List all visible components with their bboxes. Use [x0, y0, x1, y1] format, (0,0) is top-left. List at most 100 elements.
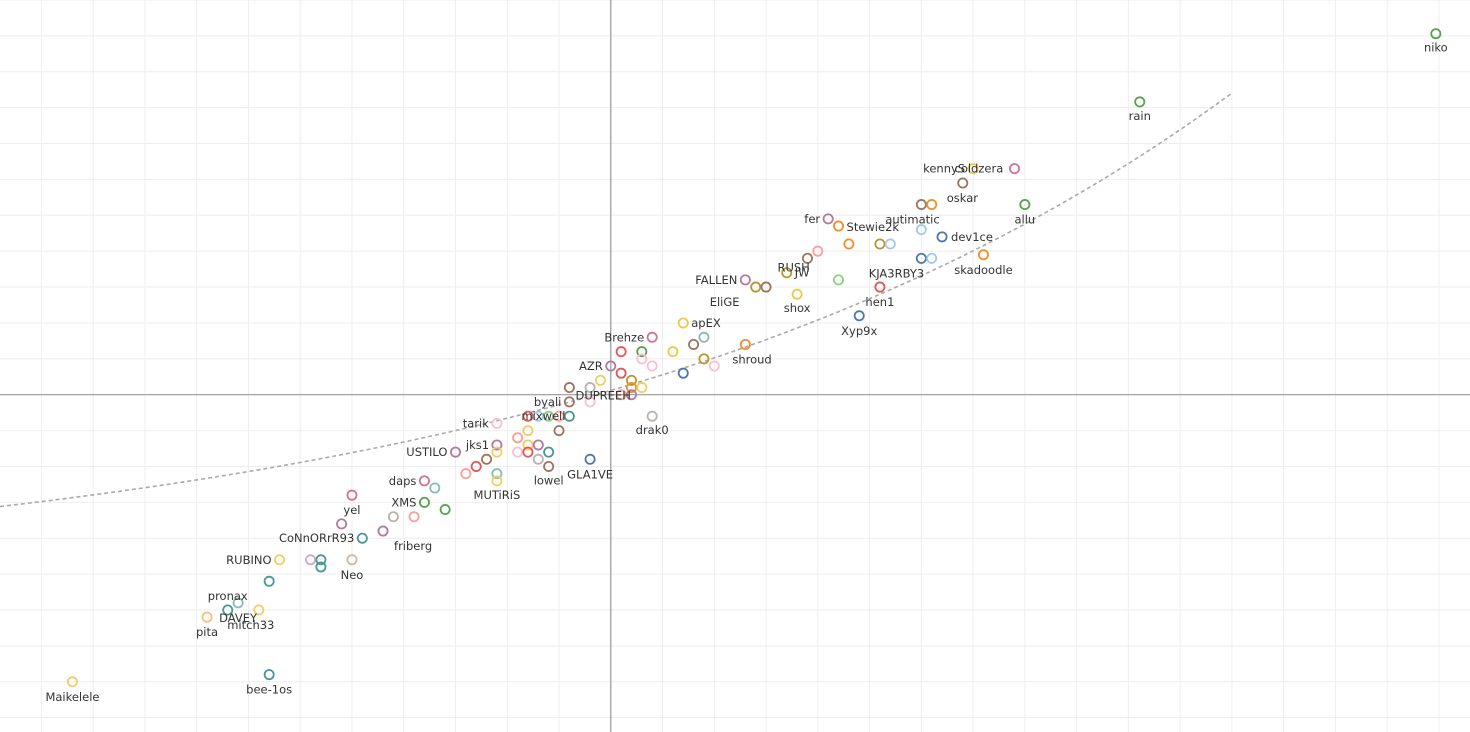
point-label: KJA3RBY3	[869, 266, 925, 280]
point-label: pronax	[208, 589, 248, 603]
scatter-point	[263, 669, 275, 681]
scatter-point	[739, 274, 751, 286]
point-label: pita	[196, 625, 218, 639]
point-label: Maikelele	[45, 690, 99, 704]
scatter-point	[874, 238, 886, 250]
scatter-point	[584, 382, 596, 394]
data-points	[66, 28, 1442, 688]
scatter-point	[543, 446, 555, 458]
scatter-point	[977, 249, 989, 261]
scatter-point	[1430, 28, 1442, 40]
scatter-point	[460, 468, 472, 480]
scatter-point	[833, 274, 845, 286]
point-label: USTILO	[406, 445, 447, 459]
scatter-point	[439, 504, 451, 516]
point-label: DUPREEH	[575, 389, 630, 403]
point-label: AZR	[579, 359, 603, 373]
scatter-point	[957, 177, 969, 189]
point-label: drak0	[636, 423, 669, 437]
scatter-point	[563, 382, 575, 394]
scatter-point	[636, 382, 648, 394]
point-label: apEX	[691, 316, 721, 330]
scatter-point	[936, 231, 948, 243]
scatter-point	[750, 281, 762, 293]
scatter-point	[315, 554, 327, 566]
scatter-point	[491, 475, 503, 487]
scatter-point	[584, 396, 596, 408]
scatter-point	[625, 382, 637, 394]
scatter-point	[481, 453, 493, 465]
point-label: yel	[343, 503, 360, 517]
scatter-point	[615, 389, 627, 401]
scatter-point	[532, 439, 544, 451]
scatter-point	[356, 532, 368, 544]
scatter-point	[263, 575, 275, 587]
scatter-point	[222, 604, 234, 616]
scatter-point	[408, 511, 420, 523]
scatter-point	[543, 460, 555, 472]
scatter-point	[625, 374, 637, 386]
scatter-point	[688, 338, 700, 350]
point-label: shroud	[732, 352, 771, 366]
point-label: hen1	[865, 295, 894, 309]
point-label: RUSH	[777, 260, 809, 274]
point-label: RUBINO	[226, 553, 271, 567]
point-label: bee-1os	[246, 683, 292, 697]
scatter-point	[315, 561, 327, 573]
scatter-point	[926, 199, 938, 211]
scatter-point	[791, 288, 803, 300]
point-label: XMS	[391, 495, 416, 509]
scatter-point	[667, 346, 679, 358]
scatter-point	[253, 604, 265, 616]
scatter-point	[677, 367, 689, 379]
scatter-point	[636, 353, 648, 365]
scatter-point	[625, 389, 637, 401]
point-label: FALLEN	[695, 273, 737, 287]
trend-line	[0, 92, 1233, 508]
point-label: Stewie2k	[847, 220, 900, 234]
scatter-point	[801, 252, 813, 264]
scatter-point	[491, 446, 503, 458]
scatter-point	[594, 374, 606, 386]
scatter-point	[677, 317, 689, 329]
scatter-point	[646, 360, 658, 372]
scatter-point	[491, 439, 503, 451]
scatter-point	[543, 410, 555, 422]
scatter-point	[512, 446, 524, 458]
point-label: mitch33	[227, 618, 274, 632]
point-label: autimatic	[885, 213, 939, 227]
scatter-point	[201, 611, 213, 623]
scatter-point	[346, 489, 358, 501]
point-label: skadoodle	[954, 263, 1012, 277]
scatter-point	[305, 554, 317, 566]
scatter-point	[418, 475, 430, 487]
scatter-point	[522, 439, 534, 451]
point-label: Brehze	[604, 330, 644, 344]
point-label: MUTiRiS	[474, 488, 521, 502]
scatter-point	[553, 425, 565, 437]
scatter-point	[739, 338, 751, 350]
scatter-point	[449, 446, 461, 458]
scatter-point	[781, 267, 793, 279]
scatter-point	[377, 525, 389, 537]
point-label: allu	[1014, 213, 1035, 227]
scatter-point	[584, 453, 596, 465]
scatter-point	[522, 425, 534, 437]
scatter-point	[563, 396, 575, 408]
scatter-point	[698, 331, 710, 343]
scatter-point	[274, 554, 286, 566]
point-label: kennyS	[923, 162, 965, 176]
point-label: oskar	[947, 191, 979, 205]
scatter-point	[636, 346, 648, 358]
scatter-point	[532, 410, 544, 422]
scatter-point	[708, 360, 720, 372]
scatter-point	[1009, 163, 1021, 175]
scatter-point	[615, 367, 627, 379]
scatter-point	[553, 410, 565, 422]
scatter-point	[874, 281, 886, 293]
point-label: shox	[784, 301, 811, 315]
scatter-point	[346, 554, 358, 566]
scatter-point	[491, 417, 503, 429]
